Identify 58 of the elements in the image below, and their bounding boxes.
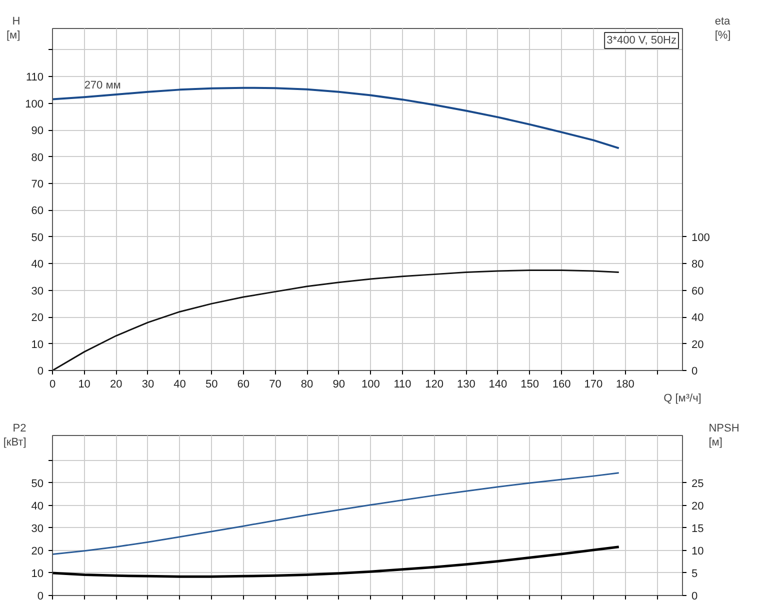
x-tick-label: 150 [520,378,539,390]
y2-tick-label: 20 [692,500,704,512]
line-series [52,270,620,370]
line-series [52,472,620,556]
y-tick-label: 10 [31,568,44,580]
x-tick-label: 110 [394,378,412,390]
y-tick-label: 0 [37,590,44,602]
y-tick-label: 20 [31,545,44,558]
y2-tick-label: 100 [692,232,710,244]
x-tick-label: 20 [110,378,122,390]
y-tick-label: 80 [31,152,44,164]
x-tick-label: 80 [300,378,314,390]
y-tick-label: 50 [31,478,44,490]
y2-tick-label: 0 [692,366,698,378]
y-tick-label: 10 [31,338,44,351]
y2-tick-label: 60 [692,285,704,298]
y-tick-label: 40 [31,258,44,271]
y2-tick-label: 5 [692,568,698,580]
y2-axis-title: eta [%] [714,15,732,42]
y2-tick-label: 20 [692,338,704,351]
y-tick-label: 30 [31,522,44,535]
y-axis-title: P2 [кВт] [3,422,26,449]
annotation: 3*400 V, 50Hz [606,34,677,46]
y-tick-label: 110 [26,72,44,84]
x-tick-label: 60 [237,378,250,390]
y2-tick-label: 0 [692,590,698,602]
y-tick-label: 70 [31,178,44,190]
x-tick-label: 130 [456,378,476,390]
y2-tick-label: 80 [692,258,704,271]
x-tick-label: 100 [362,378,380,390]
y-tick-label: 60 [31,205,44,218]
y2-tick-label: 25 [692,478,704,490]
y-tick-label: 40 [31,500,44,512]
annotation: 270 мм [84,80,121,92]
y-tick-label: 50 [31,232,44,244]
x-tick-label: 0 [49,378,56,390]
y-axis-title: H [м] [6,15,20,42]
y-tick-label: 90 [31,125,44,138]
y2-tick-label: 40 [692,312,704,324]
x-tick-label: 140 [488,378,508,390]
y-tick-label: 0 [37,366,44,378]
x-tick-label: 30 [142,378,154,390]
x-tick-label: 170 [584,378,603,390]
y2-axis-title: NPSH [м] [708,422,740,449]
y2-tick-label: 15 [692,522,704,535]
x-tick-label: 90 [332,378,345,390]
y-tick-label: 100 [25,98,44,110]
x-axis-title: Q [м³/ч] [664,392,702,404]
x-tick-label: 180 [616,378,634,390]
y2-tick-label: 10 [692,545,704,558]
x-tick-label: 50 [205,378,218,390]
y-tick-label: 20 [31,312,44,324]
y-tick-label: 30 [31,285,44,298]
x-tick-label: 10 [78,378,90,390]
x-tick-label: 160 [552,378,571,390]
x-tick-label: 70 [269,378,282,390]
x-tick-label: 40 [174,378,186,390]
x-tick-label: 120 [425,378,444,390]
